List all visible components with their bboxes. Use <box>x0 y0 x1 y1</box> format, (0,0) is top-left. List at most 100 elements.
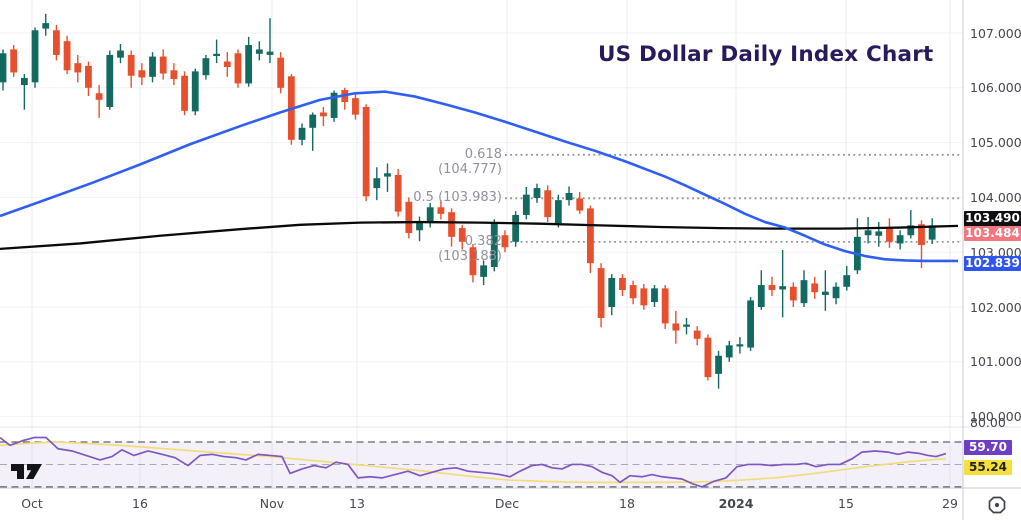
rsi-value-badge: 59.70 <box>964 439 1012 455</box>
slow-ma-price-badge: 103.484 <box>964 225 1021 241</box>
candle-up <box>255 49 263 54</box>
time-axis-label: 16 <box>132 496 148 511</box>
indicator-scale-label: 80.00 <box>970 415 1006 430</box>
candle-down <box>501 235 509 248</box>
candle-up <box>191 71 199 112</box>
rsi-signal-badge: 55.24 <box>964 459 1012 475</box>
time-axis-label: 13 <box>349 496 365 511</box>
candle-up <box>480 265 487 277</box>
time-axis-label: 2024 <box>718 496 754 511</box>
candle-up <box>715 355 722 374</box>
candle-down <box>63 41 71 71</box>
candle-down <box>170 70 178 80</box>
settings-icon[interactable] <box>985 493 1009 517</box>
price-axis-label: 106.000 <box>970 80 1021 96</box>
fib-level-label-382: 0.382 (103.188) <box>438 234 502 264</box>
candle-up <box>608 277 616 307</box>
candle-down <box>138 70 146 78</box>
candle-down <box>629 285 637 299</box>
fib-level-label-500: 0.5 (103.983) <box>413 190 502 205</box>
candle-down <box>597 268 605 318</box>
candle-up <box>651 288 658 303</box>
candle-up <box>736 344 744 347</box>
candle-down <box>277 57 285 88</box>
chart-title: US Dollar Daily Index Chart <box>598 42 934 67</box>
candle-up <box>533 188 541 198</box>
candle-down <box>811 283 819 293</box>
candle-up <box>298 127 306 140</box>
price-axis-label: 105.000 <box>970 135 1021 151</box>
candle-down <box>768 285 776 291</box>
candle-down <box>704 337 712 378</box>
candle-down <box>587 208 594 264</box>
last-price-badge: 103.490 <box>964 211 1021 227</box>
candle-down <box>448 212 455 237</box>
candle-up <box>20 77 28 86</box>
candle-down <box>576 198 584 211</box>
rsi-signal-line <box>0 441 947 484</box>
candle-down <box>693 330 701 339</box>
candle-up <box>747 300 754 348</box>
candle-down <box>469 247 477 276</box>
candle-up <box>821 291 829 295</box>
candle-down <box>352 98 359 115</box>
time-axis-label: Nov <box>259 496 285 511</box>
candle-down <box>789 286 797 301</box>
candle-down <box>362 106 370 197</box>
candle-down <box>10 49 18 73</box>
fast-ma-price-badge: 102.839 <box>964 255 1021 271</box>
candle-down <box>95 93 103 100</box>
candle-up <box>522 194 530 215</box>
candle-down <box>405 201 413 234</box>
candle-down <box>661 288 669 324</box>
candle-up <box>896 235 904 244</box>
candle-up <box>832 286 840 299</box>
candle-up <box>683 324 690 327</box>
time-axis-label: Oct <box>21 496 43 511</box>
candle-up <box>512 214 520 242</box>
candle-down <box>74 63 82 73</box>
rsi-line <box>0 436 947 488</box>
price-axis-label: 102.000 <box>970 299 1021 315</box>
candle-down <box>640 288 648 306</box>
fib-level-label-618: 0.618 (104.777) <box>438 147 502 177</box>
candle-down <box>619 277 626 291</box>
slow-ma-line <box>0 220 959 251</box>
candle-down <box>181 75 188 111</box>
candle-down <box>544 190 552 218</box>
candle-up <box>309 114 317 128</box>
candle-up <box>42 23 50 29</box>
candle-down <box>223 61 231 67</box>
time-axis-label: 15 <box>838 496 854 511</box>
candle-down <box>159 56 167 74</box>
candle-up <box>149 56 156 77</box>
candle-down <box>437 207 445 214</box>
candle-up <box>426 207 434 224</box>
candle-up <box>757 285 765 307</box>
candle-up <box>0 53 7 83</box>
candle-up <box>928 225 936 240</box>
candle-up <box>490 223 498 267</box>
candle-up <box>864 230 872 236</box>
time-axis-label: 29 <box>942 496 958 511</box>
candle-up <box>416 222 423 231</box>
fast-ma-line <box>0 90 958 263</box>
candle-up <box>213 53 220 57</box>
candle-up <box>384 173 391 177</box>
price-axis-label: 100.000 <box>970 409 1021 425</box>
candle-down <box>85 65 92 88</box>
candle-up <box>202 58 210 76</box>
candle-down <box>458 228 466 242</box>
time-axis-label: 18 <box>619 496 635 511</box>
time-axis-label: Dec <box>494 496 520 511</box>
price-axis-label: 104.000 <box>970 189 1021 205</box>
candle-up <box>565 193 573 201</box>
candle-down <box>53 30 60 55</box>
candle-up <box>554 200 562 224</box>
candle-up <box>117 50 124 58</box>
candle-up <box>245 45 253 84</box>
candle-up <box>779 286 787 290</box>
candle-up <box>330 92 338 118</box>
